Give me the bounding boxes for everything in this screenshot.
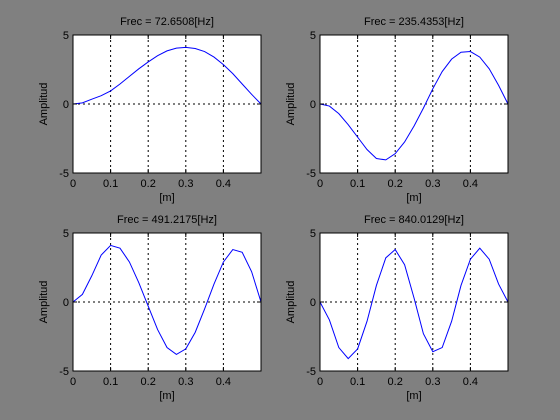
series-line (72, 244, 262, 356)
x-tick-label: 0.1 (350, 376, 365, 388)
subplot-title: Frec = 72.6508[Hz] (120, 16, 214, 28)
x-tick-label: 0 (70, 376, 76, 388)
x-tick-label: 0.1 (350, 178, 365, 190)
x-tick-label: 0.1 (103, 178, 118, 190)
y-tick-label: 5 (63, 228, 69, 240)
x-tick-label: 0.4 (216, 376, 231, 388)
y-tick-label: 0 (63, 99, 69, 111)
y-axis-label: Amplitud (38, 281, 50, 324)
y-axis-label: Amplitud (285, 281, 297, 324)
axes-background (320, 35, 508, 173)
axes-background (73, 233, 261, 371)
axes-background (320, 233, 508, 371)
subplot-title: Frec = 235.4353[Hz] (364, 16, 464, 28)
y-tick-label: -5 (306, 366, 316, 378)
y-tick-label: 5 (63, 30, 69, 42)
axes-background (73, 35, 261, 173)
x-tick-label: 0.3 (178, 178, 193, 190)
x-tick-label: 0.4 (216, 178, 231, 190)
x-tick-label: 0.4 (463, 178, 478, 190)
y-tick-label: -5 (306, 168, 316, 180)
series-line (319, 247, 509, 360)
x-tick-label: 0.2 (388, 376, 403, 388)
y-tick-label: 0 (310, 297, 316, 309)
x-axis-label: [m] (159, 192, 174, 204)
series-line (72, 46, 262, 105)
y-axis-label: Amplitud (285, 83, 297, 126)
y-tick-label: 0 (63, 297, 69, 309)
x-tick-label: 0 (70, 178, 76, 190)
x-tick-label: 0 (317, 376, 323, 388)
x-tick-label: 0.2 (141, 178, 156, 190)
y-tick-label: 0 (310, 99, 316, 111)
x-axis-label: [m] (159, 390, 174, 402)
x-tick-label: 0.2 (388, 178, 403, 190)
x-tick-label: 0.1 (103, 376, 118, 388)
y-tick-label: 5 (310, 30, 316, 42)
y-axis-label: Amplitud (38, 83, 50, 126)
series-line (319, 51, 509, 161)
y-tick-label: 5 (310, 228, 316, 240)
x-tick-label: 0.2 (141, 376, 156, 388)
x-tick-label: 0.3 (425, 376, 440, 388)
x-tick-label: 0.4 (463, 376, 478, 388)
subplot-title: Frec = 491.2175[Hz] (117, 214, 217, 226)
y-tick-label: -5 (59, 168, 69, 180)
x-tick-label: 0.3 (178, 376, 193, 388)
x-tick-label: 0 (317, 178, 323, 190)
y-tick-label: -5 (59, 366, 69, 378)
x-axis-label: [m] (406, 390, 421, 402)
x-tick-label: 0.3 (425, 178, 440, 190)
x-axis-label: [m] (406, 192, 421, 204)
subplot-title: Frec = 840.0129[Hz] (364, 214, 464, 226)
